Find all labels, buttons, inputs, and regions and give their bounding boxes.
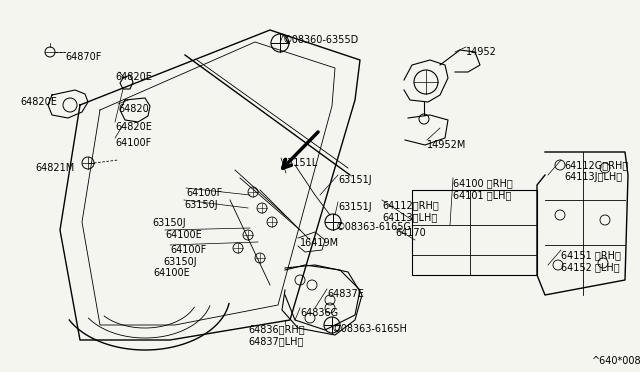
Text: 64170: 64170 [395, 228, 426, 238]
Text: 64100F: 64100F [115, 138, 151, 148]
Text: 64820E: 64820E [115, 72, 152, 82]
Text: 64101 〈LH〉: 64101 〈LH〉 [453, 190, 511, 200]
Text: 63150J: 63150J [184, 200, 218, 210]
Text: 64820E: 64820E [115, 122, 152, 132]
Text: 63151J: 63151J [338, 202, 372, 212]
Text: 63150J: 63150J [163, 257, 196, 267]
Text: 63151J: 63151J [338, 175, 372, 185]
Text: 64837E: 64837E [327, 289, 364, 299]
Text: 64100 〈RH〉: 64100 〈RH〉 [453, 178, 513, 188]
Text: 64820: 64820 [118, 104, 148, 114]
Text: 64836G: 64836G [300, 308, 338, 318]
Bar [412, 190, 537, 275]
Text: 64836〈RH〉: 64836〈RH〉 [248, 324, 305, 334]
Text: 64113〈LH〉: 64113〈LH〉 [382, 212, 437, 222]
Text: 64837〈LH〉: 64837〈LH〉 [248, 336, 303, 346]
Text: 64112〈RH〉: 64112〈RH〉 [382, 200, 439, 210]
Text: 64151 〈RH〉: 64151 〈RH〉 [561, 250, 621, 260]
Text: 63150J: 63150J [152, 218, 186, 228]
Text: 64152 〈LH〉: 64152 〈LH〉 [561, 262, 620, 272]
Text: ©08363-6165H: ©08363-6165H [332, 324, 408, 334]
Text: 14952M: 14952M [427, 140, 467, 150]
Text: 64100E: 64100E [165, 230, 202, 240]
Text: ©08360-6355D: ©08360-6355D [283, 35, 359, 45]
Text: 64112G〈RH〉: 64112G〈RH〉 [564, 160, 628, 170]
Text: 16419M: 16419M [300, 238, 339, 248]
Text: 64100E: 64100E [153, 268, 189, 278]
Text: 64821M: 64821M [35, 163, 74, 173]
Text: 63151L: 63151L [281, 158, 317, 168]
Text: 14952: 14952 [466, 47, 497, 57]
Text: 64100F: 64100F [170, 245, 206, 255]
Text: ©08363-6165G: ©08363-6165G [336, 222, 412, 232]
Text: 64820E: 64820E [20, 97, 57, 107]
Text: 64870F: 64870F [65, 52, 101, 62]
Text: 64100F: 64100F [186, 188, 222, 198]
Text: 64113J〈LH〉: 64113J〈LH〉 [564, 172, 622, 182]
Text: ^640*008: ^640*008 [592, 356, 640, 366]
